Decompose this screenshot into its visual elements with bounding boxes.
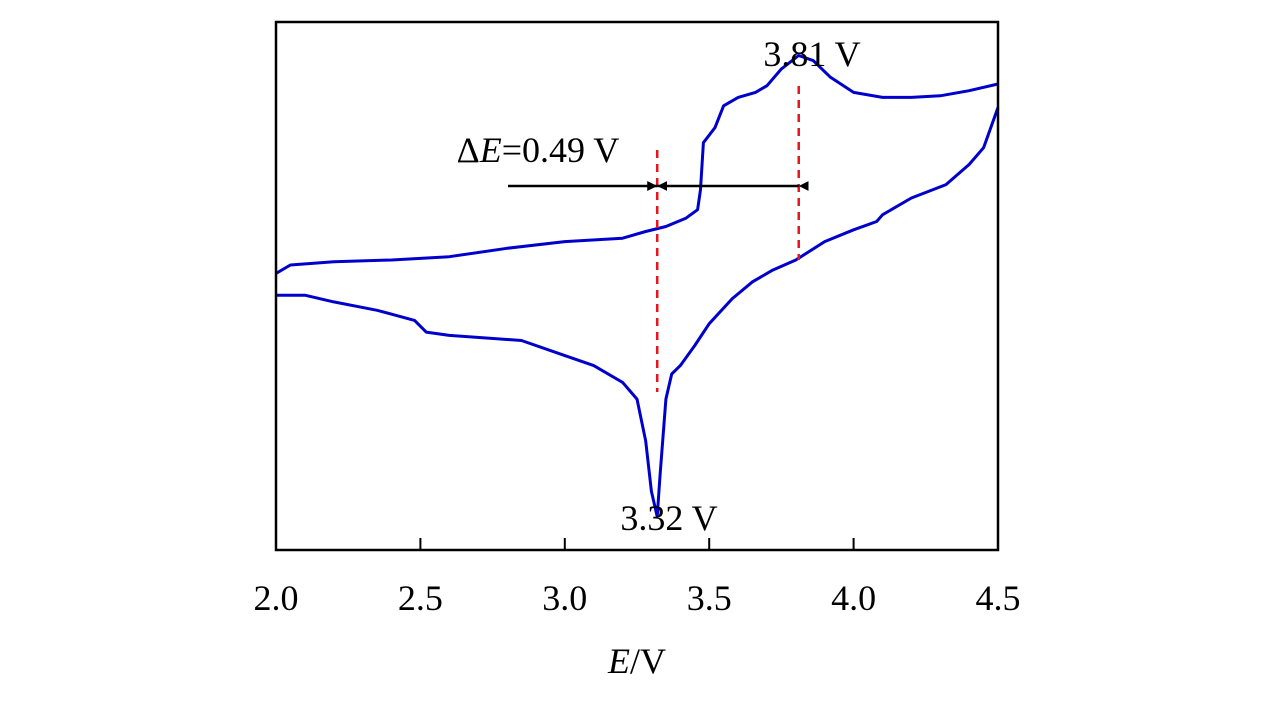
x-tick-label: 4.0 [831,578,876,618]
series-line-cathodic [276,106,1000,518]
delta-symbol: Δ [457,130,480,170]
plot-frame [274,20,1000,552]
series-line-anodic [275,54,999,275]
x-tick-label: 3.0 [542,578,587,618]
x-tick-label: 3.5 [687,578,732,618]
annotation-cathodic-peak: 3.32 V [620,498,717,538]
annotation-anodic-peak: 3.81 V [763,34,860,74]
x-axis-label-symbol: E [607,641,630,681]
delta-e-value: =0.49 V [502,130,620,170]
annotation-delta-e: ΔE=0.49 V [457,130,620,170]
x-tick-label: 2.5 [398,578,443,618]
x-axis-label: E/V [607,641,666,681]
x-tick-label: 4.5 [976,578,1021,618]
x-tick-label: 2.0 [254,578,299,618]
x-axis-label-unit: /V [630,641,666,681]
delta-e-symbol: E [479,130,502,170]
